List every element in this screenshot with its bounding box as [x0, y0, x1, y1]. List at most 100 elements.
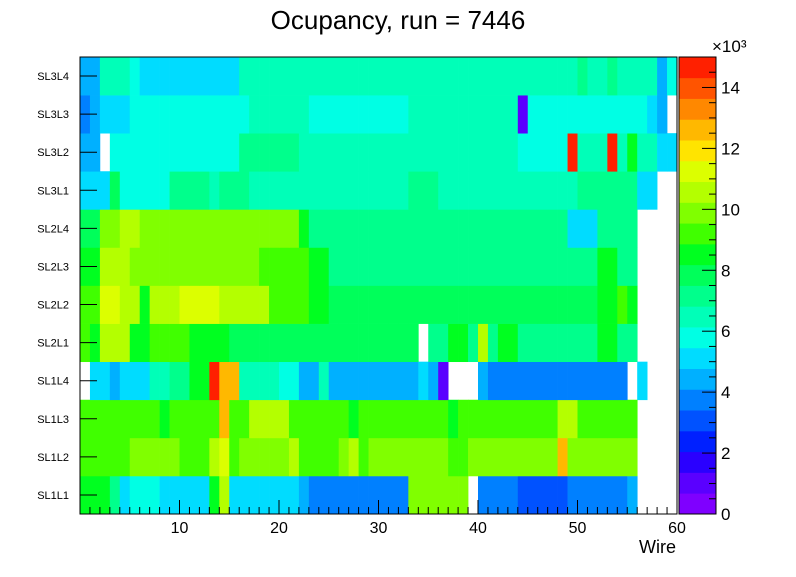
heatmap-cell: [229, 323, 240, 363]
heatmap-cell: [239, 285, 250, 324]
heatmap-cell: [318, 437, 330, 477]
y-tick-label: SL2L4: [37, 223, 69, 235]
heatmap-cell: [259, 57, 270, 96]
x-axis: 10 20 30 40 50 60: [89, 500, 686, 537]
heatmap-cell: [468, 285, 479, 324]
heatmap-cell: [288, 133, 300, 172]
heatmap-cell: [119, 171, 131, 210]
heatmap-cell: [229, 247, 240, 286]
heatmap-cell: [468, 95, 479, 134]
heatmap-cell: [129, 399, 141, 439]
heatmap-cell: [249, 361, 260, 401]
heatmap-cell: [169, 57, 180, 96]
heatmap-cell: [99, 361, 111, 401]
heatmap-cell: [189, 57, 200, 96]
heatmap-cell: [527, 95, 539, 134]
heatmap-cell: [607, 285, 618, 324]
heatmap-cell: [169, 133, 180, 172]
heatmap-cell: [368, 57, 379, 96]
heatmap-cell: [517, 209, 529, 248]
heatmap-cell: [308, 361, 320, 401]
heatmap-cell: [338, 95, 349, 134]
heatmap-cell: [189, 247, 200, 286]
heatmap-cell: [119, 323, 131, 363]
heatmap-cell: [328, 437, 340, 477]
heatmap-cell: [279, 361, 290, 401]
heatmap-cell: [617, 475, 628, 515]
heatmap-cell: [667, 57, 678, 96]
heatmap-cell: [418, 171, 429, 210]
heatmap-cell: [458, 285, 469, 324]
heatmap-cell: [428, 285, 439, 324]
heatmap-cell: [418, 399, 429, 439]
heatmap-cell: [567, 95, 578, 134]
heatmap-cell: [378, 361, 389, 401]
heatmap-cell: [617, 171, 628, 210]
color-scale-swatch: [679, 181, 716, 203]
heatmap-cell: [597, 399, 608, 439]
heatmap-cell: [129, 361, 141, 401]
heatmap-cell: [537, 437, 548, 477]
heatmap-cell: [169, 361, 180, 401]
heatmap-cell: [497, 361, 509, 401]
heatmap-cell: [458, 323, 469, 363]
heatmap-cell: [219, 475, 230, 515]
x-tick-label: 10: [171, 520, 189, 537]
heatmap-cell: [497, 323, 509, 363]
heatmap-cell: [458, 133, 469, 172]
heatmap-cell: [617, 95, 628, 134]
heatmap-cell: [318, 323, 330, 363]
heatmap-cell: [497, 437, 509, 477]
heatmap-cell: [279, 57, 290, 96]
heatmap-cell: [209, 57, 220, 96]
heatmap-cell: [149, 133, 160, 172]
heatmap-cell: [179, 171, 190, 210]
heatmap-cell: [547, 475, 558, 515]
heatmap-cell: [448, 95, 459, 134]
heatmap-cell: [438, 133, 449, 172]
heatmap-cell: [557, 95, 568, 134]
heatmap-cell: [547, 323, 558, 363]
heatmap-cell: [537, 209, 548, 248]
heatmap-cell: [308, 437, 320, 477]
heatmap-cell: [478, 475, 489, 515]
heatmap-cell: [358, 209, 369, 248]
heatmap-cell: [99, 95, 111, 134]
heatmap-cell: [567, 171, 578, 210]
heatmap-cell: [507, 57, 519, 96]
heatmap-cell: [487, 323, 499, 363]
heatmap-cell: [637, 361, 648, 401]
heatmap-cell: [219, 133, 230, 172]
heatmap-cell: [119, 133, 131, 172]
heatmap-cell: [497, 209, 509, 248]
heatmap-cell: [189, 361, 200, 401]
heatmap-cell: [607, 209, 618, 248]
heatmap-cell: [418, 133, 429, 172]
heatmap-cell: [219, 361, 230, 401]
heatmap-cell: [229, 209, 240, 248]
heatmap-cell: [378, 57, 389, 96]
heatmap-cell: [378, 133, 389, 172]
heatmap-cell: [358, 133, 369, 172]
heatmap-cell: [229, 399, 240, 439]
heatmap-cell: [537, 95, 548, 134]
heatmap-cell: [547, 247, 558, 286]
heatmap-cell: [587, 361, 598, 401]
heatmap-cell: [169, 399, 180, 439]
heatmap-cell: [418, 437, 429, 477]
heatmap-cell: [259, 171, 270, 210]
heatmap-cell: [418, 285, 429, 324]
heatmap-cell: [637, 133, 648, 172]
heatmap-cell: [408, 247, 419, 286]
heatmap-cell: [199, 399, 210, 439]
heatmap-cell: [169, 247, 180, 286]
heatmap-cell: [517, 285, 529, 324]
heatmap-cell: [597, 133, 608, 172]
heatmap-cell: [338, 437, 349, 477]
heatmap-cell: [487, 475, 499, 515]
heatmap-cell: [418, 475, 429, 515]
heatmap-cell: [547, 171, 558, 210]
heatmap-cell: [358, 285, 369, 324]
heatmap-cell: [318, 399, 330, 439]
x-axis-label: Wire: [639, 537, 676, 557]
